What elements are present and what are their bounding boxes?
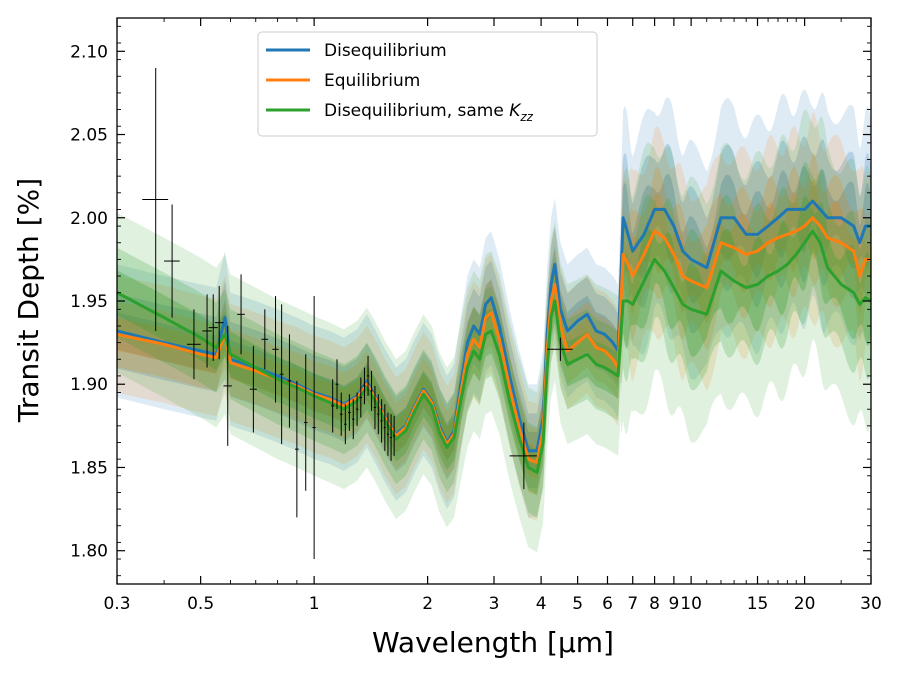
data-point — [363, 367, 366, 405]
legend-label: Disequilibrium — [324, 41, 447, 61]
y-tick-label: 1.80 — [70, 542, 108, 562]
series-line-disequilibrium-same-kzz — [116, 229, 872, 474]
data-point — [303, 354, 308, 491]
y-tick-label: 2.10 — [70, 42, 108, 62]
y-axis-label: Transit Depth [%] — [12, 178, 45, 423]
x-axis-label: Wavelength [µm] — [372, 626, 614, 659]
x-tick-label: 9 — [668, 594, 679, 614]
x-tick-label: 7 — [627, 594, 638, 614]
data-point — [373, 385, 377, 430]
data-point — [186, 309, 201, 380]
x-tick-label: 30 — [860, 594, 882, 614]
data-point — [339, 392, 343, 436]
x-tick-label: 8 — [649, 594, 660, 614]
data-point — [223, 325, 232, 446]
data-point — [393, 415, 396, 456]
data-point — [279, 304, 284, 445]
data-point — [348, 394, 351, 431]
data-point — [390, 414, 393, 461]
legend-label: Disequilibrium, same Kzz — [324, 101, 534, 124]
y-tick-label: 1.90 — [70, 375, 108, 395]
data-point — [386, 412, 390, 456]
axes: 0.3 0.5 1 2 3 4 5 6 7 8 9 10 15 20 30 1.80 1.85 1.90 1.95 2… — [70, 17, 882, 614]
x-tick-label: 3 — [489, 594, 500, 614]
model-lines — [116, 199, 872, 474]
legend: Disequilibrium Equilibrium Disequilibrium,… — [257, 31, 598, 137]
x-tick-label: 1 — [309, 594, 320, 614]
band-disequilibrium-same-kzz-2 — [117, 195, 871, 495]
data-point — [272, 296, 279, 403]
data-point — [355, 392, 359, 426]
data-point — [335, 359, 339, 410]
data-point — [331, 379, 335, 433]
data-point — [261, 309, 269, 370]
legend-label-subscript: zz — [519, 110, 533, 124]
x-tick-label: 6 — [602, 594, 613, 614]
observation-errorbars — [142, 67, 573, 560]
data-point — [202, 294, 212, 368]
data-point — [547, 337, 573, 361]
data-point — [214, 286, 224, 360]
x-tick-label: 20 — [794, 594, 816, 614]
data-point — [295, 380, 299, 518]
data-point — [142, 67, 169, 331]
data-point — [509, 422, 537, 490]
data-point — [377, 394, 380, 435]
x-tick-label: 0.5 — [187, 594, 214, 614]
data-point — [164, 204, 180, 318]
x-tick-label: 0.3 — [103, 594, 130, 614]
data-point — [287, 334, 292, 428]
y-tick-label: 2.00 — [70, 209, 108, 229]
data-point — [359, 377, 363, 418]
x-tick-label: 5 — [572, 594, 583, 614]
legend-label: Equilibrium — [324, 71, 420, 91]
data-point — [351, 399, 355, 440]
data-point — [366, 355, 370, 396]
legend-label-symbol: K — [509, 101, 522, 121]
data-point — [380, 399, 383, 443]
data-point — [370, 370, 373, 411]
x-tick-label: 2 — [422, 594, 433, 614]
x-tick-label: 4 — [536, 594, 547, 614]
y-tick-label: 1.95 — [70, 292, 108, 312]
y-tick-label: 1.85 — [70, 458, 108, 478]
data-point — [249, 345, 257, 433]
y-tick-label: 2.05 — [70, 126, 108, 146]
x-tick-label: 15 — [747, 594, 769, 614]
data-point — [383, 404, 386, 451]
data-point — [208, 294, 218, 361]
data-point — [343, 404, 347, 445]
data-point — [237, 274, 245, 355]
legend-box — [257, 31, 598, 137]
x-tick-label: 10 — [680, 594, 702, 614]
data-point — [312, 296, 316, 560]
